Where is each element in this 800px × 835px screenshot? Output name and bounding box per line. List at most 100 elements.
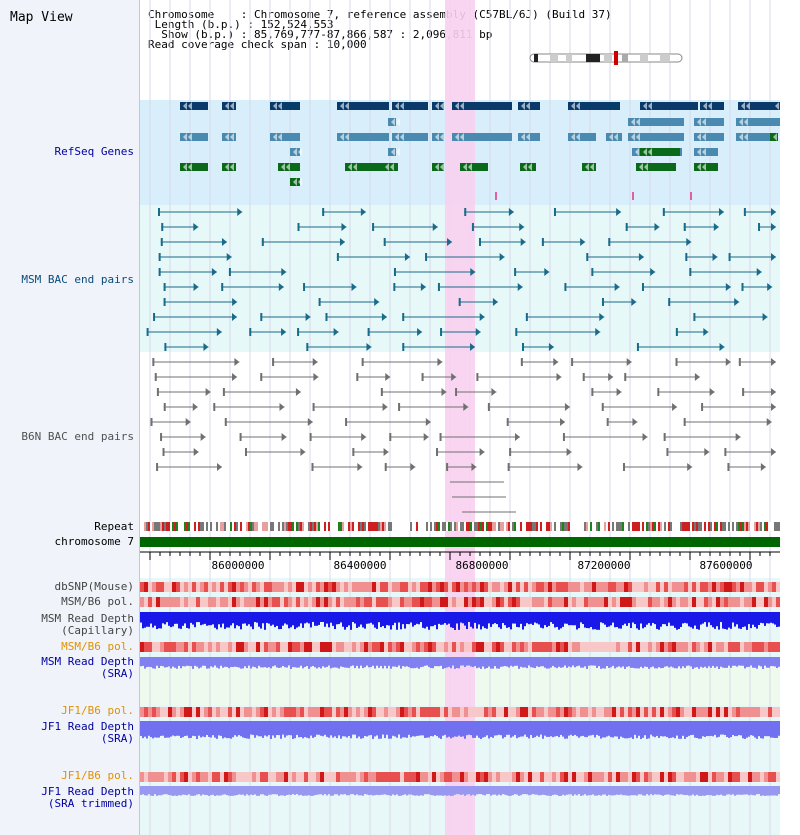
depth-bar [426, 721, 428, 738]
depth-bar [638, 657, 640, 669]
depth-bar [638, 612, 640, 630]
repeat-cell [730, 522, 732, 531]
bac-end-arrow [205, 388, 211, 396]
depth-bar [512, 657, 514, 667]
depth-bar [712, 721, 714, 737]
heat-cell [452, 582, 456, 592]
depth-bar [166, 657, 168, 668]
depth-bar [704, 657, 706, 667]
msm-b6-pol-2-label[interactable]: MSM/B6 pol. [61, 640, 134, 653]
depth-bar [564, 657, 566, 666]
gene-block [270, 102, 300, 110]
repeat-cell [680, 522, 682, 531]
depth-bar [286, 657, 288, 668]
gene-block [694, 118, 724, 126]
depth-bar [556, 721, 558, 736]
heat-cell [212, 707, 216, 717]
depth-bar [306, 786, 308, 796]
b6n-bac-track[interactable] [150, 358, 776, 513]
heat-cell [752, 642, 756, 652]
depth-bar [526, 612, 528, 624]
depth-bar [432, 721, 434, 737]
heat-cell [200, 772, 204, 782]
depth-bar [758, 612, 760, 626]
heat-cell [280, 772, 284, 782]
jf1-depth-sra-label[interactable]: JF1 Read Depth (SRA) [0, 721, 134, 745]
depth-bar [750, 721, 752, 736]
depth-bar [456, 786, 458, 795]
repeat-cell [702, 522, 704, 531]
depth-bar [680, 721, 682, 739]
bac-end-arrow [491, 388, 497, 396]
bac-end [152, 358, 155, 366]
repeat-cell [404, 522, 406, 531]
msm-depth-capillary-label[interactable]: MSM Read Depth (Capillary) [0, 613, 134, 637]
depth-bar [168, 612, 170, 626]
jf1-b6-pol-2-label[interactable]: JF1/B6 pol. [61, 769, 134, 782]
heat-cell [264, 582, 268, 592]
depth-bar [170, 612, 172, 628]
repeat-cell [684, 522, 686, 531]
heat-cell [668, 707, 672, 717]
depth-bar [328, 612, 330, 628]
msm-bac-track[interactable] [146, 208, 776, 351]
b6n-bac-label[interactable]: B6N BAC end pairs [21, 430, 134, 443]
depth-bar [516, 612, 518, 627]
depth-bar [680, 657, 682, 669]
depth-bar [628, 721, 630, 739]
heat-cell [244, 582, 248, 592]
depth-bar [624, 612, 626, 624]
heat-cell [400, 642, 404, 652]
depth-bar [306, 721, 308, 738]
repeat-cell [268, 522, 270, 531]
gene-arrow [702, 163, 706, 171]
repeat-cell [742, 522, 744, 531]
depth-bar [754, 786, 756, 796]
depth-bar [696, 657, 698, 668]
depth-bar [528, 721, 530, 739]
bac-end [224, 418, 227, 426]
heat-cell [240, 642, 244, 652]
depth-bar [718, 786, 720, 796]
heat-cell [332, 642, 336, 652]
jf1-b6-pol-label[interactable]: JF1/B6 pol. [61, 704, 134, 717]
heat-cell [160, 597, 164, 607]
msm-b6-pol-label[interactable]: MSM/B6 pol. [61, 595, 134, 608]
heat-cell [284, 772, 288, 782]
heat-cell [744, 772, 748, 782]
chromosome-bar [140, 537, 780, 547]
depth-bar [508, 612, 510, 628]
repeat-cell [776, 522, 778, 531]
depth-bar [564, 786, 566, 796]
depth-bar [724, 657, 726, 668]
repeat-cell [168, 522, 170, 531]
heat-cell [716, 772, 720, 782]
depth-bar [596, 721, 598, 735]
heat-cell [644, 707, 648, 717]
depth-bar [660, 721, 662, 737]
heat-cell [676, 597, 680, 607]
depth-bar [496, 786, 498, 796]
depth-bar [646, 721, 648, 739]
gene-arrow [435, 133, 439, 141]
heat-cell [696, 597, 700, 607]
heat-cell [524, 707, 528, 717]
dbsnp-label[interactable]: dbSNP(Mouse) [54, 580, 134, 593]
msm-depth-sra-label[interactable]: MSM Read Depth (SRA) [0, 656, 134, 680]
depth-bar [492, 612, 494, 625]
heat-cell [732, 707, 736, 717]
heat-cell [452, 597, 456, 607]
chromosome-ideogram[interactable] [529, 51, 683, 65]
depth-bar [378, 721, 380, 739]
jf1-depth-trimmed-label[interactable]: JF1 Read Depth (SRA trimmed) [0, 786, 134, 810]
refseq-genes-label[interactable]: RefSeq Genes [54, 145, 134, 158]
heat-cell [276, 707, 280, 717]
msm-bac-label[interactable]: MSM BAC end pairs [21, 273, 134, 286]
depth-bar [198, 657, 200, 669]
depth-bar [566, 657, 568, 668]
heat-cell [548, 642, 552, 652]
repeat-cell [196, 522, 198, 531]
refseq-genes-track[interactable] [180, 102, 784, 200]
bac-end [515, 328, 518, 336]
